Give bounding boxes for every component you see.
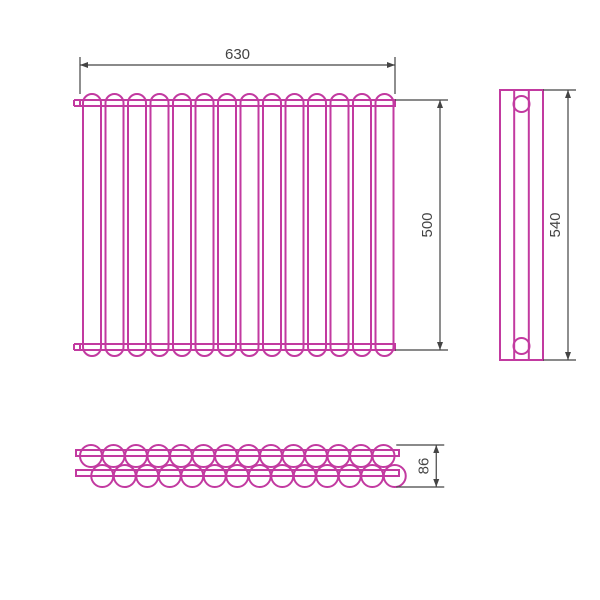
svg-text:500: 500: [419, 212, 436, 237]
svg-text:86: 86: [415, 458, 432, 475]
svg-text:630: 630: [225, 46, 250, 63]
svg-text:540: 540: [547, 212, 564, 237]
